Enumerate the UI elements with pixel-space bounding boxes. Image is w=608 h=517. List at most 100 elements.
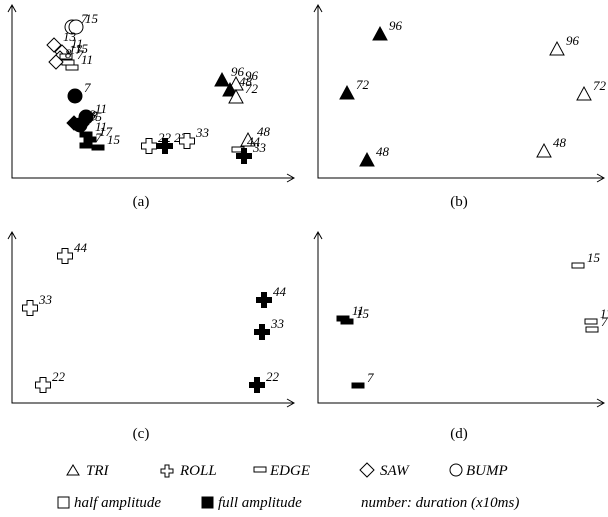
panel-3-point-label-3: 11: [600, 306, 608, 321]
legend-saw-label: SAW: [380, 463, 410, 479]
legend-edge-icon: [253, 466, 267, 473]
panel-1-triangle-marker-1: [549, 40, 565, 56]
legend-saw-icon: [359, 462, 375, 478]
legend-note: number: duration (x10ms): [361, 495, 519, 511]
panel-0-point-label-24: 11: [95, 119, 107, 134]
panel-0-edge-bar-marker-15: [59, 53, 73, 60]
panel-0-cross-marker-9: [179, 133, 195, 149]
panel-1-triangle-marker-3: [576, 85, 592, 101]
panel-1-point-label-1: 96: [566, 33, 580, 48]
panel-0-circle-marker-19: [67, 88, 83, 104]
panel-3-point-label-4: 7: [601, 314, 608, 329]
legend-tri-icon: [66, 464, 80, 476]
panel-0-triangle-marker-4: [240, 131, 256, 147]
panel-2-cross-marker-5: [249, 377, 265, 393]
panel-3-edge-bar-marker-4: [585, 326, 599, 333]
panel-0-point-label-27: 7: [95, 130, 102, 145]
panel-0-point-label-11: 15: [85, 11, 99, 26]
panel-0-triangle-marker-3: [228, 88, 244, 104]
panel-0-point-label-25: 17: [99, 124, 113, 139]
panel-0-point-label-9: 33: [195, 125, 210, 140]
legend-roll-label: ROLL: [179, 463, 217, 479]
panel-1-triangle-marker-4: [359, 151, 375, 167]
legend-edge-label: EDGE: [269, 463, 310, 479]
panel-0-cross-marker-6: [236, 148, 252, 164]
panel-2-point-label-2: 33: [38, 292, 53, 307]
panel-1-triangle-marker-5: [536, 142, 552, 158]
panel-0-point-label-22: 15: [89, 109, 103, 124]
panel-0-point-label-20: 11: [95, 101, 107, 116]
panel-0-diamond-marker-23: [74, 116, 90, 132]
legend: TRI ROLL EDGE SAW BUMP half amplitude fu…: [57, 462, 519, 511]
panel-0-triangle-marker-0: [214, 71, 230, 87]
panel-0-edge-bar-marker-27: [79, 142, 93, 149]
panel-0-point-label-13: 11: [71, 36, 83, 51]
panel-0-circle-marker-11: [68, 19, 84, 35]
legend-half-label: half amplitude: [74, 495, 161, 511]
panel-3-edge-bar-marker-2: [340, 318, 354, 325]
legend-half-icon: [57, 496, 70, 509]
panel-0-edge-bar-marker-18: [65, 64, 79, 71]
panel-0-point-label-5: 44: [247, 134, 261, 149]
panel-0-point-label-0: 96: [231, 64, 245, 79]
panel-3-edge-bar-marker-0: [571, 262, 585, 269]
panel-1-triangle-marker-0: [372, 25, 388, 41]
panel-2-point-label-4: 22: [52, 369, 66, 384]
panel-3-point-label-2: 15: [356, 306, 370, 321]
panel-2-cross-marker-3: [254, 324, 270, 340]
panel-3-point-label-5: 7: [367, 370, 374, 385]
caption-c: (c): [133, 426, 150, 442]
panel-3-point-label-1: 11: [352, 303, 364, 318]
panel-3-point-label-0: 15: [587, 250, 601, 265]
panel-0-triangle-marker-2: [222, 81, 238, 97]
panel-1-point-label-0: 96: [389, 18, 403, 33]
caption-a: (a): [133, 194, 150, 210]
panel-1-point-label-4: 48: [376, 144, 390, 159]
panel-0-point-label-10: 7: [81, 11, 88, 26]
legend-roll-icon: [160, 464, 174, 478]
panel-2-cross-marker-0: [57, 248, 73, 264]
panel-d-axes: [313, 230, 606, 408]
panel-0-point-label-4: 48: [257, 124, 271, 139]
panel-2-point-label-3: 33: [270, 316, 285, 331]
panel-0-cross-marker-7: [141, 138, 157, 154]
panel-1-point-label-5: 48: [553, 135, 567, 150]
panel-0-point-label-1: 96: [245, 68, 259, 83]
panel-1-point-label-2: 72: [356, 77, 370, 92]
panel-0-point-label-14: 17: [69, 42, 83, 57]
panel-0-point-label-19: 7: [84, 80, 91, 95]
panel-0-diamond-marker-17: [48, 54, 64, 70]
panel-0-edge-bar-marker-25: [83, 136, 97, 143]
panel-0-edge-bar-marker-24: [79, 131, 93, 138]
panel-0-point-label-15: 15: [75, 41, 89, 56]
panel-2-cross-marker-4: [35, 377, 51, 393]
legend-tri-label: TRI: [86, 463, 110, 479]
panel-0-point-label-7: 22: [158, 130, 172, 145]
panel-0-point-label-6: 33: [252, 140, 267, 155]
panel-2-point-label-1: 44: [273, 284, 287, 299]
panel-3-edge-bar-marker-5: [351, 382, 365, 389]
panel-0-point-label-16: 7: [77, 47, 84, 62]
panel-a-axes: [7, 3, 296, 183]
caption-b: (b): [450, 194, 468, 210]
panel-2-cross-marker-2: [22, 300, 38, 316]
panel-0-edge-bar-marker-26: [91, 144, 105, 151]
legend-bump-icon: [449, 463, 463, 477]
panel-0-point-label-18: 11: [81, 52, 93, 67]
panel-2-cross-marker-1: [256, 292, 272, 308]
panel-b-axes: [313, 3, 606, 183]
panel-3-edge-bar-marker-3: [584, 318, 598, 325]
panel-0-point-label-26: 15: [107, 132, 121, 147]
panel-0-diamond-marker-12: [46, 37, 62, 53]
panel-0-point-label-21: 13: [83, 107, 97, 122]
panel-0-cross-marker-8: [157, 138, 173, 154]
legend-bump-label: BUMP: [466, 463, 508, 479]
panel-2-point-label-0: 44: [74, 240, 88, 255]
legend-full-label: full amplitude: [218, 495, 302, 511]
data-marks: 9696487248443322223371513111715781171113…: [22, 11, 608, 393]
panel-0-point-label-3: 72: [245, 81, 259, 96]
panel-0-point-label-2: 48: [239, 74, 253, 89]
panel-1-triangle-marker-2: [339, 84, 355, 100]
panel-0-point-label-23: 8: [91, 108, 98, 123]
